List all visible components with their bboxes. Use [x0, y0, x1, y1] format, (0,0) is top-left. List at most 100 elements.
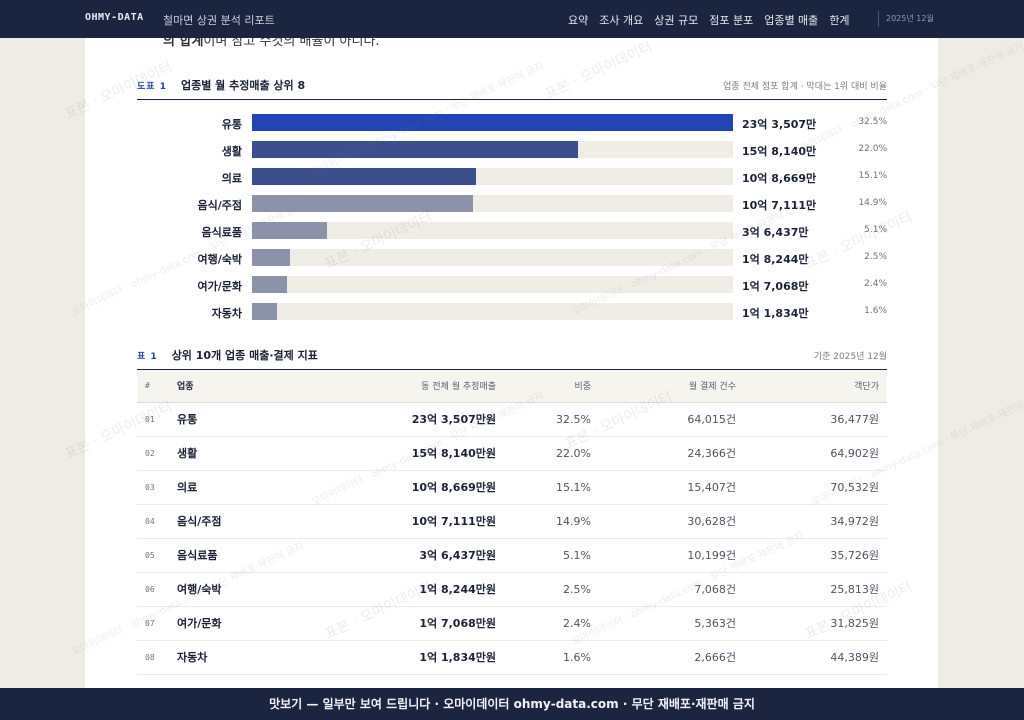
table-header: 표 1 상위 10개 업종 매출·결제 지표 기준 2025년 12월 — [137, 347, 887, 363]
cell-count: 7,068건 — [599, 572, 744, 607]
bar-fill — [252, 222, 327, 239]
bar-share: 1.6% — [864, 306, 887, 316]
bar-track — [252, 141, 733, 158]
bar-share: 5.1% — [864, 225, 887, 235]
nav-item-store-distribution[interactable]: 점포 분포 — [709, 14, 754, 27]
table-header-row: # 업종 동 전체 월 추정매출 비중 월 결제 건수 객단가 — [137, 370, 887, 403]
brand-logo[interactable]: OHMY-DATA — [85, 12, 144, 23]
bar-label: 음식/주점 — [197, 199, 243, 212]
bar-row: 생활 15억 8,140만 22.0% — [137, 141, 887, 159]
bar-share: 32.5% — [858, 117, 887, 127]
bar-label: 자동차 — [211, 307, 242, 320]
bar-share: 14.9% — [858, 198, 887, 208]
bar-share: 15.1% — [858, 171, 887, 181]
figure-header: 도표 1 업종별 월 추정매출 상위 8 업종 전체 점포 합계 · 막대는 1… — [137, 77, 887, 93]
bar-row: 의료 10억 8,669만 15.1% — [137, 168, 887, 186]
bar-row: 음식료품 3억 6,437만 5.1% — [137, 222, 887, 240]
nav-item-overview[interactable]: 조사 개요 — [599, 14, 644, 27]
industry-metrics-table: # 업종 동 전체 월 추정매출 비중 월 결제 건수 객단가 01 유통 23억 … — [137, 370, 887, 675]
cell-price: 31,825원 — [744, 606, 887, 641]
bar-fill — [252, 141, 578, 158]
cell-industry: 여가/문화 — [169, 606, 289, 641]
table-title: 상위 10개 업종 매출·결제 지표 — [171, 349, 318, 362]
col-header-share: 비중 — [504, 370, 599, 403]
bar-value: 3억 6,437만 — [742, 226, 809, 239]
cell-share: 2.5% — [504, 572, 599, 607]
cell-share: 5.1% — [504, 538, 599, 573]
bar-fill — [252, 249, 290, 266]
cell-count: 30,628건 — [599, 504, 744, 539]
bar-label: 의료 — [221, 172, 242, 185]
bar-value: 10억 8,669만 — [742, 172, 817, 185]
bar-fill — [252, 195, 473, 212]
bar-label: 음식료품 — [201, 226, 242, 239]
table-row: 04 음식/주점 10억 7,111만원 14.9% 30,628건 34,972원 — [137, 504, 887, 539]
table-row: 05 음식료품 3억 6,437만원 5.1% 10,199건 35,726원 — [137, 538, 887, 573]
bar-row: 여행/숙박 1억 8,244만 2.5% — [137, 249, 887, 267]
figure-title: 업종별 월 추정매출 상위 8 — [180, 79, 306, 92]
col-header-rank: # — [137, 370, 169, 403]
cell-price: 70,532원 — [744, 470, 887, 505]
table-row: 03 의료 10억 8,669만원 15.1% 15,407건 70,532원 — [137, 470, 887, 505]
cell-sales: 10억 8,669만원 — [289, 470, 504, 505]
cell-sales: 1억 1,834만원 — [289, 640, 504, 675]
cell-price: 34,972원 — [744, 504, 887, 539]
nav-item-market-size[interactable]: 상권 규모 — [654, 14, 699, 27]
bar-value: 10억 7,111만 — [742, 199, 817, 212]
bar-share: 2.4% — [864, 279, 887, 289]
cell-rank: 08 — [137, 640, 169, 675]
bar-track — [252, 195, 733, 212]
bar-row: 유통 23억 3,507만 32.5% — [137, 114, 887, 132]
cell-price: 44,389원 — [744, 640, 887, 675]
cell-industry: 여행/숙박 — [169, 572, 289, 607]
bar-fill — [252, 303, 277, 320]
bar-track — [252, 222, 733, 239]
cell-share: 14.9% — [504, 504, 599, 539]
cell-industry: 생활 — [169, 436, 289, 471]
bar-label: 여행/숙박 — [197, 253, 243, 266]
cell-rank: 01 — [137, 402, 169, 437]
cell-rank: 05 — [137, 538, 169, 573]
figure-rule — [137, 99, 887, 100]
table-row: 06 여행/숙박 1억 8,244만원 2.5% 7,068건 25,813원 — [137, 572, 887, 607]
cell-share: 2.4% — [504, 606, 599, 641]
cell-share: 1.6% — [504, 640, 599, 675]
cell-rank: 06 — [137, 572, 169, 607]
bar-fill — [252, 168, 476, 185]
cell-count: 2,666건 — [599, 640, 744, 675]
table-row: 08 자동차 1억 1,834만원 1.6% 2,666건 44,389원 — [137, 640, 887, 675]
col-header-count: 월 결제 건수 — [599, 370, 744, 403]
nav-item-sales-by-industry[interactable]: 업종별 매출 — [764, 14, 819, 27]
cell-industry: 자동차 — [169, 640, 289, 675]
cell-sales: 1억 7,068만원 — [289, 606, 504, 641]
table-tag: 표 1 — [137, 352, 158, 362]
cell-price: 36,477원 — [744, 402, 887, 437]
cell-sales: 3억 6,437만원 — [289, 538, 504, 573]
bar-value: 1억 7,068만 — [742, 280, 809, 293]
col-header-price: 객단가 — [744, 370, 887, 403]
figure-note: 업종 전체 점포 합계 · 막대는 1위 대비 비율 — [723, 82, 887, 92]
bar-row: 음식/주점 10억 7,111만 14.9% — [137, 195, 887, 213]
bar-track — [252, 114, 733, 131]
intro-bold: 의 합계 — [163, 38, 204, 49]
bar-label: 여가/문화 — [197, 280, 243, 293]
bar-value: 15억 8,140만 — [742, 145, 817, 158]
top-navigation-bar: OHMY-DATA 철마면 상권 분석 리포트 요약 조사 개요 상권 규모 점… — [0, 0, 1024, 38]
cell-rank: 04 — [137, 504, 169, 539]
bar-label: 유통 — [221, 118, 242, 131]
cell-rank: 07 — [137, 606, 169, 641]
bar-track — [252, 276, 733, 293]
bar-track — [252, 168, 733, 185]
cell-price: 25,813원 — [744, 572, 887, 607]
nav-item-limitations[interactable]: 한계 — [829, 14, 850, 27]
preview-footer-banner: 맛보기 — 일부만 보여 드립니다 · 오마이데이터 ohmy-data.com… — [0, 688, 1024, 720]
cell-count: 15,407건 — [599, 470, 744, 505]
cell-share: 22.0% — [504, 436, 599, 471]
table-row: 07 여가/문화 1억 7,068만원 2.4% 5,363건 31,825원 — [137, 606, 887, 641]
nav-menu: 요약 조사 개요 상권 규모 점포 분포 업종별 매출 한계 — [568, 12, 861, 28]
col-header-industry: 업종 — [169, 370, 289, 403]
bar-track — [252, 249, 733, 266]
table-note: 기준 2025년 12월 — [813, 352, 887, 362]
nav-item-summary[interactable]: 요약 — [568, 14, 589, 27]
cell-rank: 02 — [137, 436, 169, 471]
